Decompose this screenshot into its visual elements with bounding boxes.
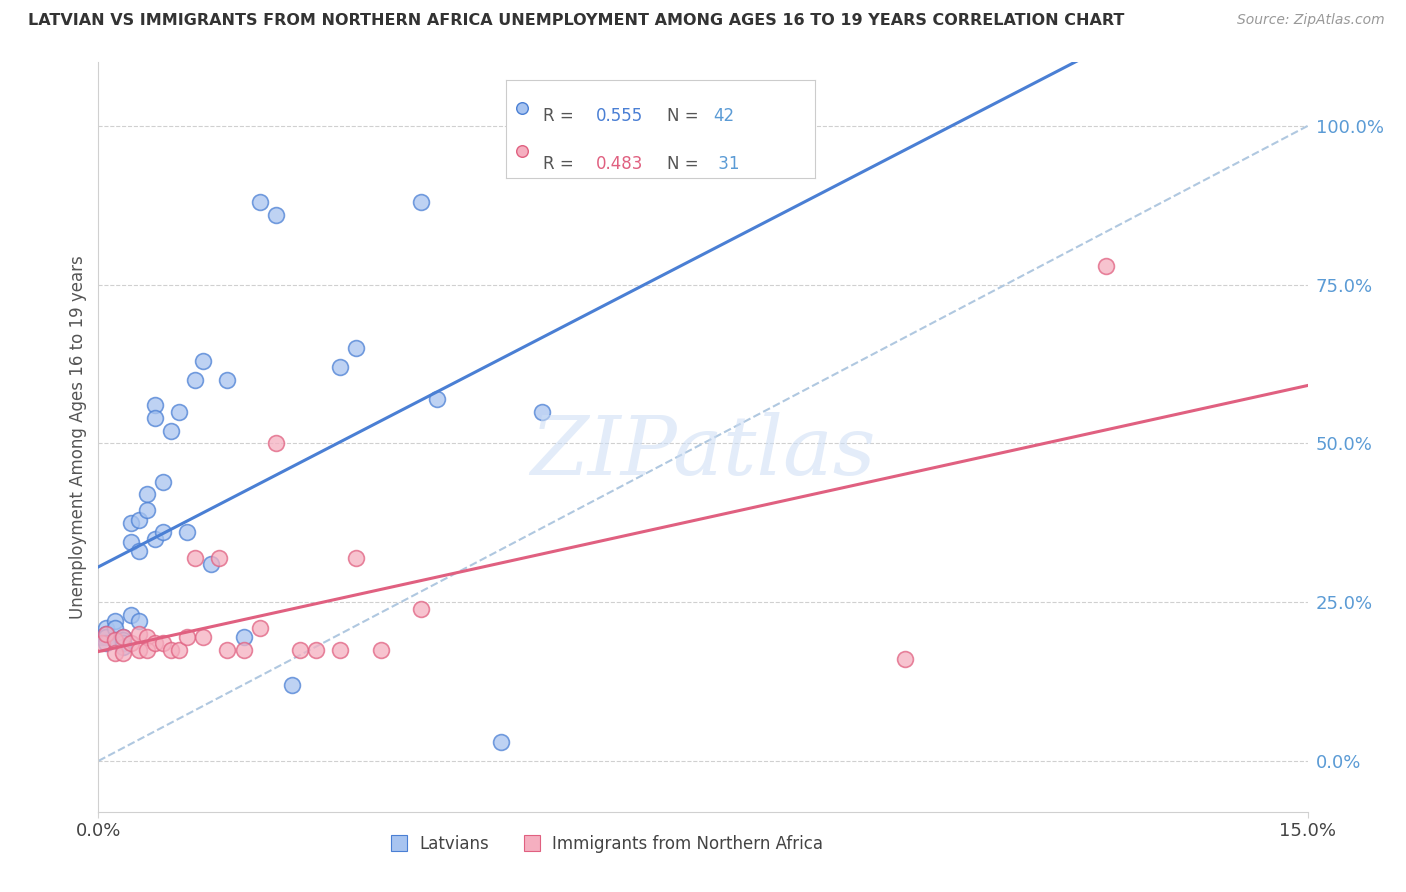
Point [160,424,183,438]
Point [111,630,134,644]
Point [143,411,166,425]
Text: R =: R = [543,108,579,126]
Point [111,630,134,644]
Text: 0.555: 0.555 [596,108,643,126]
Point [167,642,190,657]
Point [329,360,352,375]
Text: R =: R = [543,154,579,172]
Point [264,436,287,450]
Point [91,630,114,644]
Point [96,621,118,635]
Point [893,652,915,666]
Point [510,101,533,115]
Point [329,642,352,657]
Point [249,621,271,635]
Point [135,642,157,657]
Point [135,487,157,501]
Point [217,642,239,657]
Point [135,630,157,644]
Point [103,646,125,660]
Point [409,601,432,615]
Point [176,630,198,644]
Point [305,642,328,657]
Point [103,621,125,635]
Point [184,373,207,387]
Point [111,636,134,650]
Text: N =: N = [666,108,704,126]
Point [143,636,166,650]
Point [409,195,432,210]
Point [200,557,222,571]
Point [103,633,125,648]
Point [217,373,239,387]
Point [120,516,142,530]
Point [152,475,174,489]
Point [288,642,311,657]
Point [91,636,114,650]
Point [103,614,125,628]
Point [128,627,150,641]
Point [143,398,166,412]
Text: LATVIAN VS IMMIGRANTS FROM NORTHERN AFRICA UNEMPLOYMENT AMONG AGES 16 TO 19 YEAR: LATVIAN VS IMMIGRANTS FROM NORTHERN AFRI… [28,13,1125,29]
Point [167,405,190,419]
Point [128,614,150,628]
Point [96,627,118,641]
Point [120,607,142,622]
Point [249,195,271,210]
Point [344,550,367,565]
Text: 42: 42 [713,108,734,126]
Point [530,405,553,419]
Point [193,630,215,644]
Point [193,354,215,368]
Point [111,646,134,660]
Point [152,525,174,540]
Point [510,144,533,158]
Point [111,633,134,648]
Point [128,544,150,558]
Point [1095,259,1118,273]
Text: N =: N = [666,154,704,172]
Point [103,633,125,648]
Point [426,392,449,406]
Point [264,208,287,222]
Point [128,513,150,527]
Legend: Latvians, Immigrants from Northern Africa: Latvians, Immigrants from Northern Afric… [382,829,830,860]
Point [344,341,367,355]
Y-axis label: Unemployment Among Ages 16 to 19 years: Unemployment Among Ages 16 to 19 years [69,255,87,619]
Point [281,678,304,692]
Point [128,642,150,657]
Point [176,525,198,540]
Text: ZIPatlas: ZIPatlas [530,412,876,492]
Point [143,532,166,546]
Point [184,550,207,565]
Point [96,630,118,644]
Point [111,640,134,654]
Point [160,642,183,657]
Text: Source: ZipAtlas.com: Source: ZipAtlas.com [1237,13,1385,28]
Point [96,636,118,650]
Point [232,642,254,657]
Point [491,735,513,749]
Point [152,636,174,650]
Point [135,503,157,517]
Text: 31: 31 [713,154,740,172]
Point [208,550,231,565]
Point [120,636,142,650]
Text: 0.483: 0.483 [596,154,643,172]
Point [120,534,142,549]
Point [232,630,254,644]
Point [96,627,118,641]
Point [370,642,392,657]
